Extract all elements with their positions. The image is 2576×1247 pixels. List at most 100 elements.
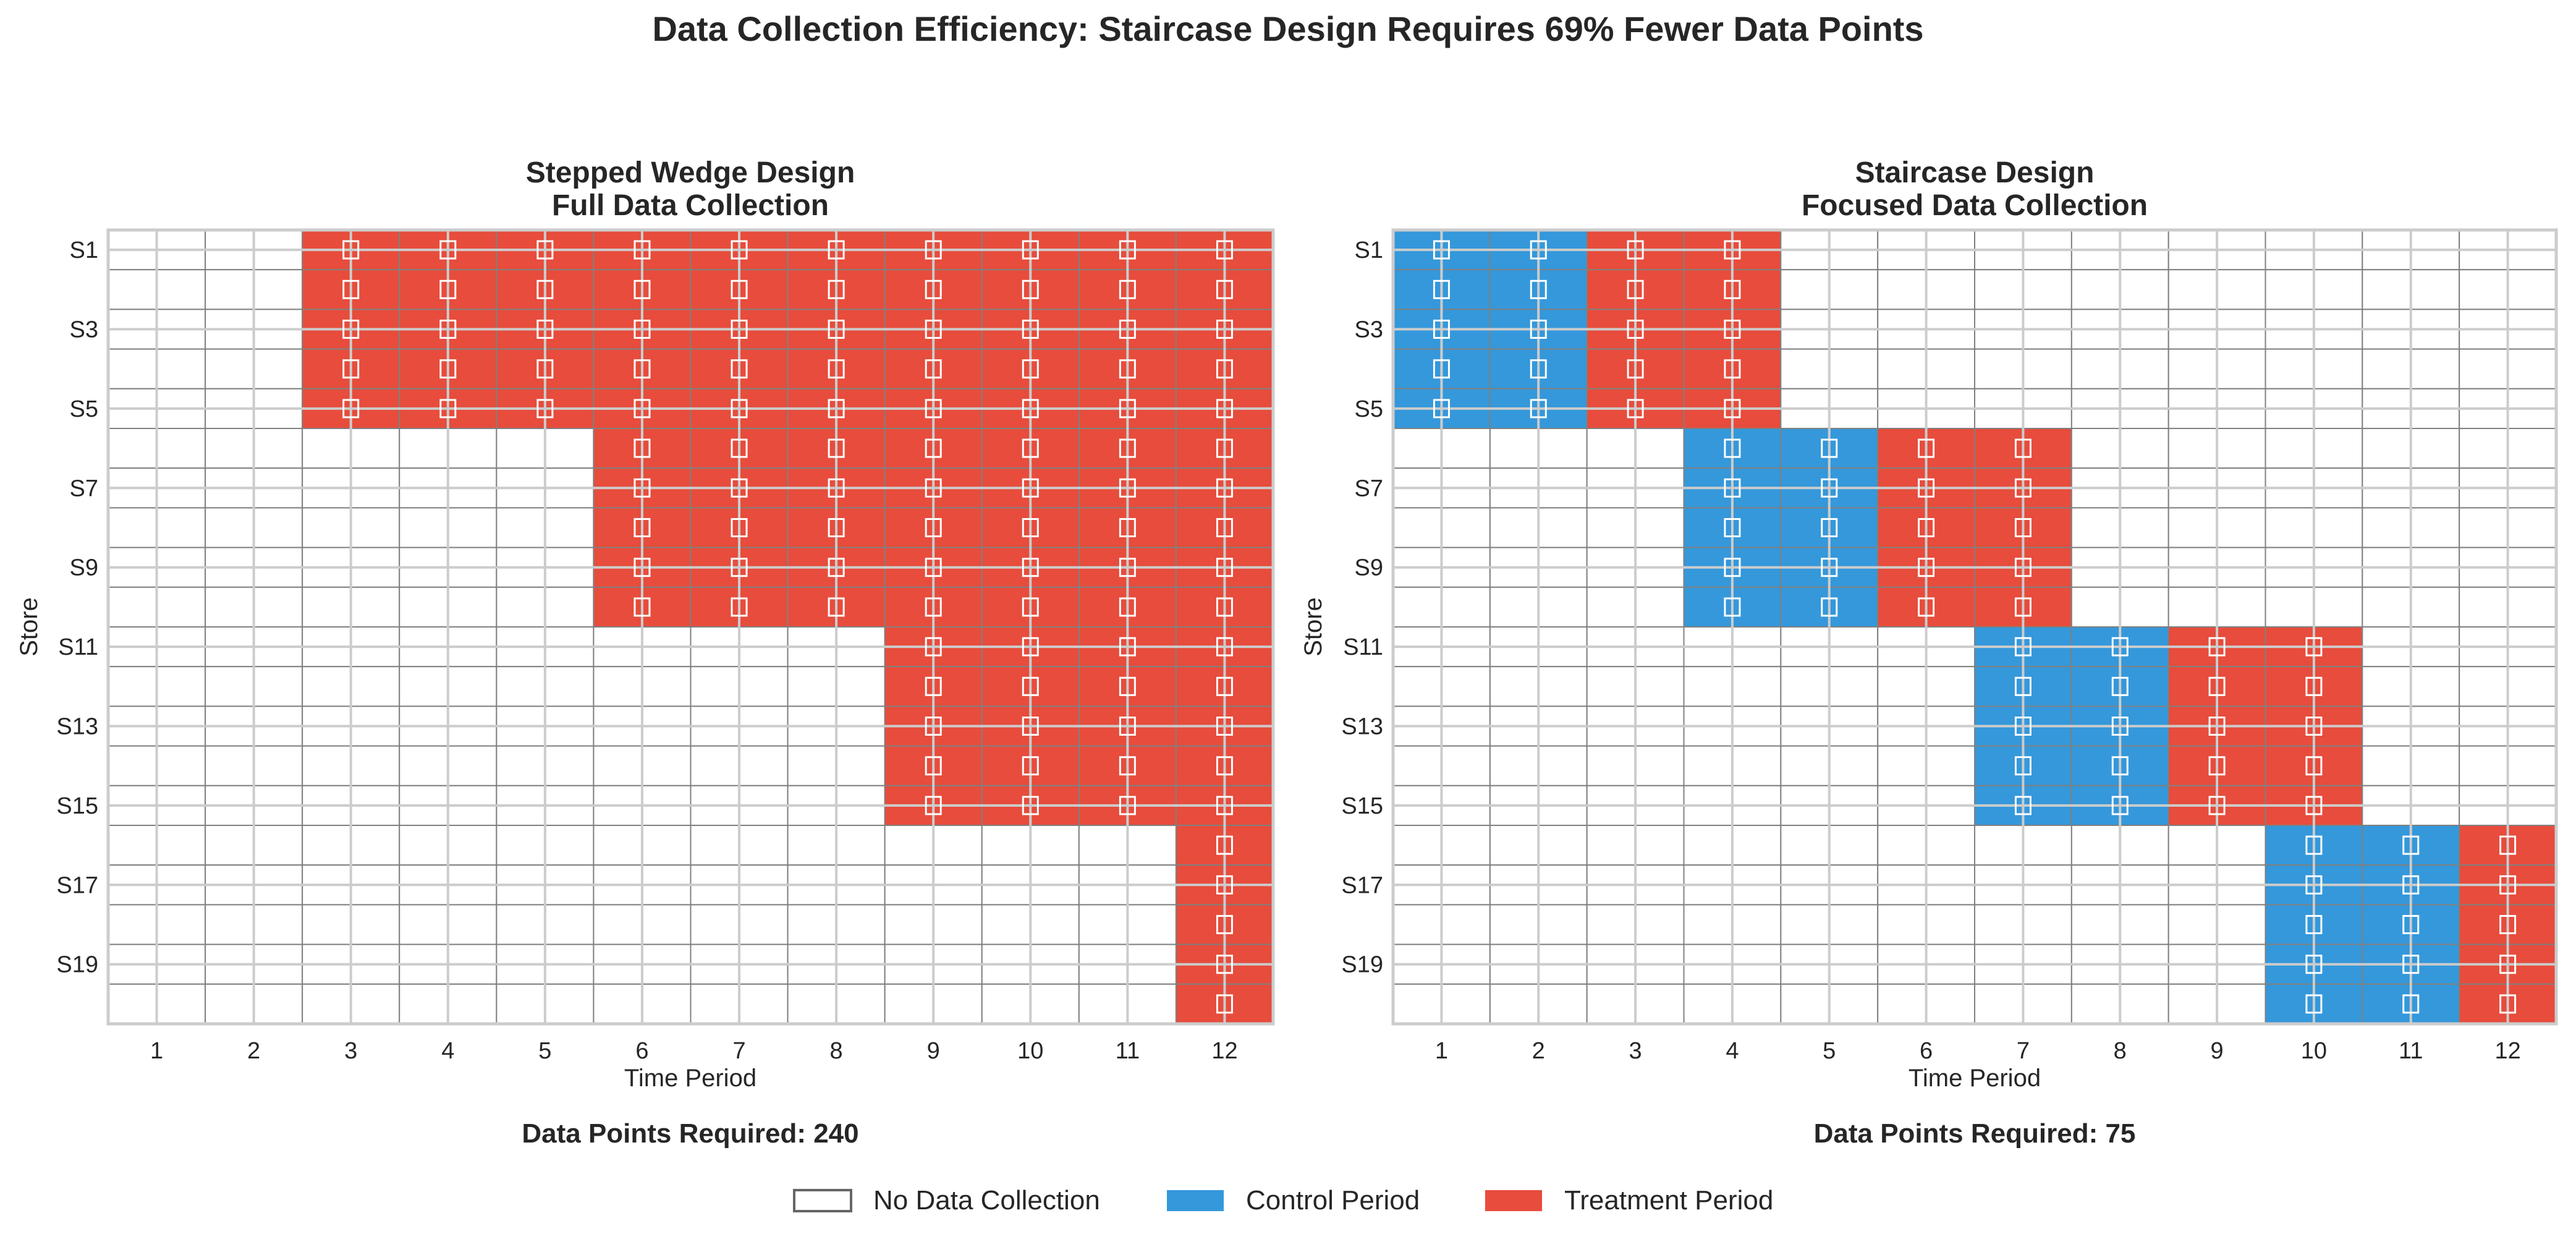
y-axis-label: Store: [1300, 597, 1327, 657]
data-point-marker: [925, 717, 942, 736]
data-point-marker: [1724, 320, 1741, 339]
y-tick-label: S13: [56, 714, 98, 740]
data-point-marker: [633, 279, 651, 299]
data-point-marker: [439, 320, 457, 339]
data-point-marker: [633, 438, 651, 458]
data-point-marker: [1216, 835, 1233, 855]
stepped-wedge-panel: Stepped Wedge Design Full Data Collectio…: [15, 156, 1275, 1149]
data-point-marker: [1022, 597, 1039, 617]
data-point-marker: [1216, 717, 1233, 736]
data-point-marker: [1724, 279, 1741, 299]
data-point-marker: [633, 240, 651, 260]
data-point-marker: [2111, 637, 2129, 657]
x-tick-label: 9: [2211, 1038, 2224, 1064]
data-point-marker: [2305, 955, 2323, 974]
legend-label-treatment: Treatment Period: [1564, 1185, 1773, 1215]
x-tick-label: 5: [1823, 1038, 1836, 1064]
data-point-marker: [828, 478, 845, 498]
x-tick-label: 7: [732, 1038, 745, 1064]
data-point-marker: [1119, 240, 1136, 260]
x-axis-label: Time Period: [624, 1065, 756, 1092]
data-point-marker: [1216, 676, 1233, 696]
data-point-marker: [828, 558, 845, 577]
y-tick-label: S11: [58, 634, 98, 660]
x-tick-label: 7: [2017, 1038, 2030, 1064]
data-point-marker: [828, 518, 845, 537]
y-tick-label: S7: [1355, 475, 1383, 501]
legend-swatch-none: [793, 1189, 852, 1212]
data-point-marker: [925, 676, 942, 696]
data-point-marker: [536, 240, 554, 260]
panel-title-line2: Focused Data Collection: [1802, 189, 2148, 222]
data-point-marker: [1119, 717, 1136, 736]
data-point-marker: [1821, 558, 1838, 577]
panel-title-line2: Full Data Collection: [552, 189, 829, 222]
data-point-marker: [731, 478, 748, 498]
data-point-marker: [1216, 955, 1233, 974]
data-point-marker: [1119, 597, 1136, 617]
data-point-marker: [1627, 240, 1644, 260]
data-point-marker: [1022, 676, 1039, 696]
data-point-marker: [2111, 676, 2129, 696]
data-point-marker: [1119, 478, 1136, 498]
staircase-panel: Staircase Design Focused Data Collection…: [1300, 156, 2558, 1149]
data-point-marker: [1433, 399, 1450, 419]
data-point-marker: [2014, 637, 2032, 657]
data-point-marker: [2305, 676, 2323, 696]
x-tick-label: 3: [344, 1038, 357, 1064]
data-point-marker: [925, 518, 942, 537]
y-tick-label: S3: [70, 317, 98, 343]
data-point-marker: [1119, 438, 1136, 458]
y-tick-label: S9: [70, 555, 98, 581]
data-point-marker: [633, 359, 651, 379]
data-point-marker: [2499, 955, 2517, 974]
y-axis-label: Store: [15, 597, 43, 657]
data-point-marker: [925, 399, 942, 419]
data-point-marker: [1119, 756, 1136, 776]
data-point-marker: [731, 438, 748, 458]
data-point-marker: [2305, 915, 2323, 934]
data-point-marker: [2014, 518, 2032, 537]
data-point-marker: [1022, 796, 1039, 815]
data-point-marker: [1119, 676, 1136, 696]
data-point-marker: [1216, 359, 1233, 379]
data-point-marker: [1627, 279, 1644, 299]
data-point-marker: [2499, 994, 2517, 1014]
legend-label-none: No Data Collection: [873, 1185, 1100, 1215]
data-point-marker: [2305, 875, 2323, 895]
data-point-marker: [1216, 637, 1233, 657]
data-point-marker: [439, 399, 457, 419]
data-point-marker: [828, 597, 845, 617]
data-point-marker: [633, 320, 651, 339]
data-point-marker: [2402, 955, 2420, 974]
data-point-marker: [1433, 240, 1450, 260]
data-point-marker: [1433, 279, 1450, 299]
data-point-marker: [1022, 438, 1039, 458]
data-point-marker: [1216, 399, 1233, 419]
data-point-marker: [439, 279, 457, 299]
data-point-marker: [342, 399, 360, 419]
data-point-marker: [1216, 875, 1233, 895]
data-point-marker: [1216, 756, 1233, 776]
data-point-marker: [2499, 915, 2517, 934]
data-point-marker: [2014, 796, 2032, 815]
y-tick-label: S15: [1341, 793, 1383, 819]
x-tick-label: 12: [2494, 1038, 2520, 1064]
data-point-marker: [2014, 597, 2032, 617]
x-tick-label: 2: [247, 1038, 260, 1064]
x-tick-label: 2: [1532, 1038, 1545, 1064]
data-point-marker: [2402, 994, 2420, 1014]
data-point-marker: [1119, 796, 1136, 815]
data-point-marker: [1022, 717, 1039, 736]
data-point-marker: [731, 558, 748, 577]
y-tick-label: S19: [1341, 952, 1383, 978]
data-point-marker: [1918, 558, 1935, 577]
x-tick-label: 6: [635, 1038, 648, 1064]
x-tick-label: 4: [441, 1038, 454, 1064]
data-point-marker: [925, 796, 942, 815]
x-tick-label: 1: [1435, 1038, 1448, 1064]
data-point-marker: [2014, 756, 2032, 776]
data-point-marker: [1022, 518, 1039, 537]
data-point-marker: [1724, 478, 1741, 498]
